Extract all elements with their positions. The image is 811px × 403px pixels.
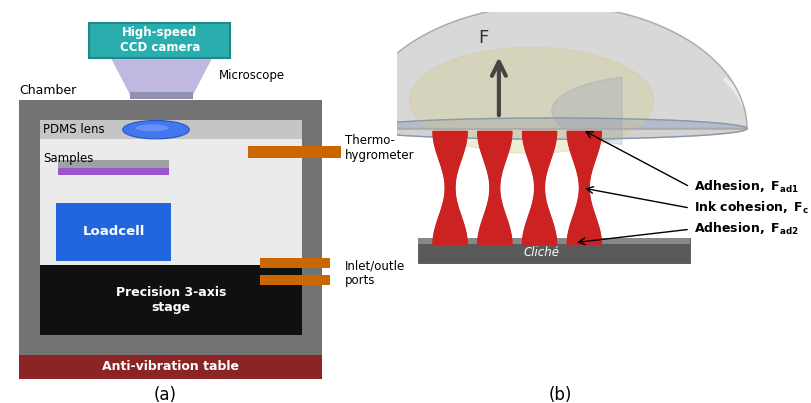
Text: (a): (a) [153,386,177,403]
Bar [130,91,193,99]
Polygon shape [111,58,211,93]
Bar [248,145,341,158]
Text: F: F [478,29,488,48]
Polygon shape [409,48,653,153]
Bar [40,120,302,139]
Text: Anti-vibration table: Anti-vibration table [102,360,239,374]
Polygon shape [356,5,746,129]
Polygon shape [356,129,746,139]
Polygon shape [521,131,556,245]
Text: (b): (b) [547,386,571,403]
Ellipse shape [135,125,169,131]
Bar [19,100,40,355]
Bar [19,100,322,120]
Text: Precision 3-axis
stage: Precision 3-axis stage [115,286,225,314]
Text: Cliché: Cliché [523,246,559,259]
Bar [58,160,169,168]
Text: Chamber: Chamber [19,84,76,97]
Bar [40,120,302,335]
Bar [417,238,689,263]
Bar [417,238,689,245]
Text: Samples: Samples [43,152,93,165]
Text: Thermo-
hygrometer: Thermo- hygrometer [344,134,414,162]
Bar [19,335,322,355]
Text: Microscope: Microscope [219,69,285,82]
Polygon shape [567,131,601,245]
Polygon shape [551,77,621,145]
Bar [302,100,322,355]
FancyBboxPatch shape [89,23,230,58]
Text: $\mathbf{Adhesion,\ F_{ad1}}$: $\mathbf{Adhesion,\ F_{ad1}}$ [693,179,798,195]
Text: Loadcell: Loadcell [82,225,144,239]
Polygon shape [477,131,511,245]
Text: High-speed
CCD camera: High-speed CCD camera [119,26,200,54]
Text: $\mathbf{Adhesion,\ F_{ad2}}$: $\mathbf{Adhesion,\ F_{ad2}}$ [693,221,798,237]
Text: Inlet/outle
ports: Inlet/outle ports [344,260,405,287]
Ellipse shape [122,120,189,139]
Polygon shape [432,131,466,245]
Text: PDMS lens: PDMS lens [43,123,105,136]
Bar [260,258,329,268]
Polygon shape [356,118,746,129]
Text: $\mathbf{Ink\ cohesion,\ F_c}$: $\mathbf{Ink\ cohesion,\ F_c}$ [693,200,808,216]
Bar [40,264,302,335]
Bar [260,275,329,285]
Bar [19,355,322,379]
Bar [58,168,169,174]
FancyBboxPatch shape [56,203,170,261]
